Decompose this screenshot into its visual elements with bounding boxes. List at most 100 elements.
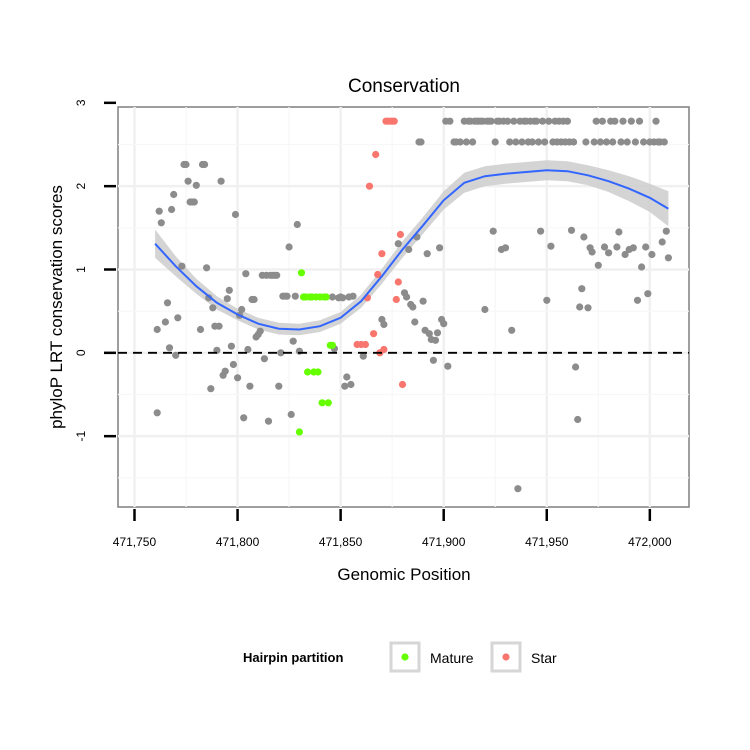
point-star	[370, 330, 378, 338]
point-other	[172, 351, 180, 359]
point-other	[627, 117, 635, 125]
y-axis-tick-label: 2	[74, 183, 88, 190]
point-other	[170, 190, 178, 199]
point-other	[598, 117, 607, 125]
point-star	[361, 340, 369, 349]
point-other	[621, 250, 629, 259]
point-other	[411, 318, 419, 326]
point-other	[444, 362, 452, 370]
point-other	[572, 363, 580, 371]
point-other	[489, 227, 497, 235]
y-axis-tick-label: -1	[74, 431, 88, 442]
smooth-line-layer	[154, 169, 669, 331]
point-other	[343, 373, 351, 381]
point-other	[576, 303, 584, 311]
point-mature	[297, 269, 306, 277]
point-other	[380, 320, 388, 329]
point-other	[534, 138, 543, 146]
point-other	[514, 485, 522, 493]
point-other	[615, 228, 623, 236]
axes: 471,750 471,800 471,850 471,900 471,950 472,0…	[74, 99, 672, 549]
point-other	[619, 117, 627, 125]
point-other	[602, 138, 611, 146]
point-other	[289, 337, 297, 345]
point-other	[339, 294, 347, 302]
point-star	[365, 182, 374, 190]
point-other	[635, 117, 644, 125]
point-other	[501, 244, 510, 252]
point-other	[658, 238, 666, 246]
point-other	[578, 285, 586, 293]
point-other	[190, 198, 198, 206]
point-other	[425, 330, 433, 338]
point-other	[168, 205, 176, 214]
point-other	[192, 181, 200, 189]
point-other	[165, 344, 174, 352]
point-other	[580, 233, 588, 241]
point-mature	[328, 341, 336, 349]
point-other	[456, 138, 464, 146]
point-other	[609, 138, 617, 146]
point-other	[207, 385, 215, 393]
point-other	[574, 415, 582, 424]
point-other	[153, 409, 161, 417]
x-axis-title: Genomic Position	[337, 565, 470, 584]
smooth-confidence-band	[155, 160, 669, 336]
legend-label-mature: Mature	[430, 650, 474, 666]
point-other	[640, 138, 648, 146]
point-other	[163, 299, 172, 307]
legend-title: Hairpin partition	[243, 650, 343, 665]
point-other	[423, 250, 431, 258]
point-mature	[295, 428, 303, 436]
point-other	[512, 138, 520, 146]
point-other	[341, 382, 349, 390]
point-other	[225, 286, 233, 294]
point-other	[223, 295, 231, 303]
point-other	[617, 138, 625, 146]
point-other	[283, 292, 291, 300]
point-star	[394, 278, 402, 286]
smooth-line	[154, 169, 669, 331]
point-other	[588, 248, 596, 256]
point-mature	[322, 293, 330, 301]
point-star	[374, 270, 382, 279]
point-star	[378, 250, 386, 258]
point-other	[184, 177, 192, 185]
point-other	[275, 382, 283, 390]
point-other	[487, 117, 495, 125]
point-other	[174, 314, 182, 322]
point-other	[260, 355, 268, 363]
legend-swatch-mature	[401, 653, 409, 661]
point-other	[291, 292, 299, 300]
point-other	[510, 117, 518, 125]
point-other	[153, 325, 161, 334]
point-star	[380, 345, 388, 354]
point-other	[433, 329, 442, 337]
point-other	[285, 243, 293, 251]
point-other	[590, 138, 598, 146]
legend: Hairpin partition Mature Star	[243, 641, 557, 673]
point-other	[508, 326, 516, 334]
point-star	[372, 150, 380, 159]
point-other	[506, 138, 514, 146]
point-other	[623, 138, 631, 146]
point-other	[611, 117, 619, 125]
x-axis-tick-label: 471,900	[422, 535, 466, 549]
point-star	[398, 380, 407, 389]
point-other	[359, 352, 367, 360]
point-other	[594, 261, 602, 269]
point-mature	[318, 399, 326, 407]
point-other	[196, 325, 205, 334]
point-other	[227, 342, 235, 350]
point-other	[250, 295, 258, 304]
point-other	[242, 270, 250, 278]
point-other	[238, 305, 246, 314]
point-other	[349, 292, 357, 300]
point-other	[648, 250, 656, 259]
point-other	[537, 227, 545, 235]
point-other	[157, 219, 165, 227]
point-other	[256, 327, 264, 335]
point-other	[631, 138, 640, 146]
point-other	[629, 244, 637, 252]
